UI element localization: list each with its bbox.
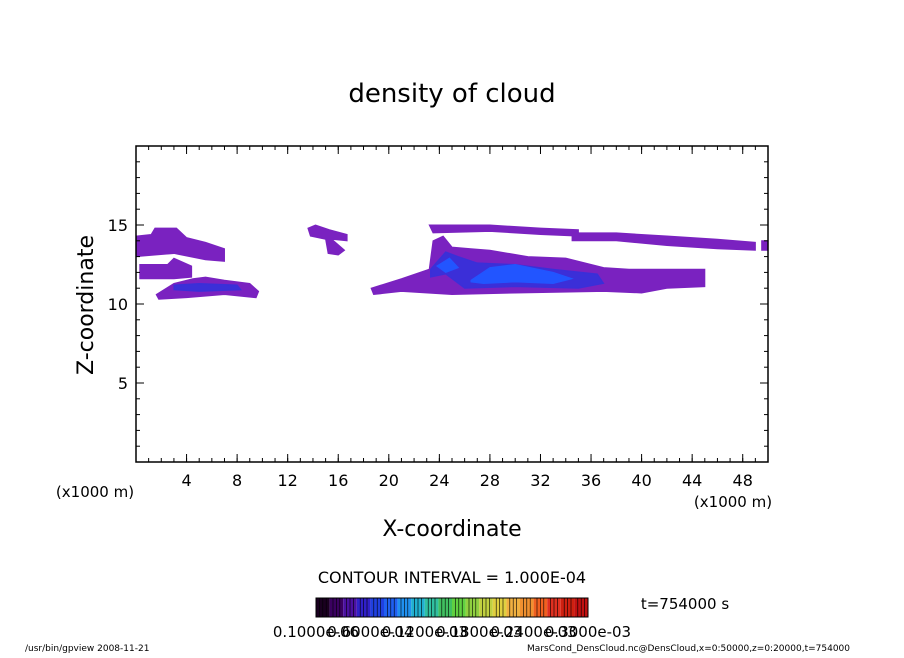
contour-patch — [307, 224, 348, 256]
colorbar-label: 0.2400e-03 — [490, 623, 576, 641]
chart-title: density of cloud — [348, 79, 555, 109]
y-tick-label: 10 — [108, 295, 128, 314]
y-tick-label: 5 — [118, 374, 128, 393]
contour-patch — [571, 232, 756, 251]
x-tick-label: 8 — [232, 471, 242, 490]
contour-patch — [470, 263, 574, 284]
contour-patch — [435, 257, 460, 273]
time-label: t=754000 s — [641, 595, 729, 613]
footer-right: MarsCond_DensCloud.nc@DensCloud,x=0:5000… — [527, 644, 850, 654]
colorbar-label: 0.1800e-03 — [436, 623, 522, 641]
x-tick-label: 36 — [581, 471, 601, 490]
colorbar-label: 0.6000e-04 — [327, 623, 413, 641]
x-axis-label: X-coordinate — [382, 517, 521, 542]
contour-patch — [135, 227, 225, 262]
x-tick-label: 28 — [480, 471, 500, 490]
colorbar-label: 0.1000e-06 — [273, 623, 359, 641]
contour-interval: CONTOUR INTERVAL = 1.000E-04 — [318, 568, 586, 587]
x-tick-label: 16 — [328, 471, 348, 490]
colorbar-frame — [315, 597, 589, 618]
x-tick-label: 32 — [530, 471, 550, 490]
y-tick-label: 15 — [108, 216, 128, 235]
x-unit-label: (x1000 m) — [694, 493, 772, 511]
x-tick-label: 40 — [631, 471, 651, 490]
patches — [135, 224, 769, 300]
x-tick-label: 48 — [733, 471, 753, 490]
colorbar-label: 0.3000e-03 — [545, 623, 631, 641]
y-axis-label: Z-coordinate — [74, 235, 99, 375]
x-unit-label: (x1000 m) — [56, 483, 134, 501]
contour-patch — [139, 257, 193, 280]
contour-patch — [173, 282, 242, 292]
contour-patch — [761, 240, 769, 251]
x-tick-label: 4 — [181, 471, 191, 490]
x-tick-label: 12 — [278, 471, 298, 490]
x-tick-label: 20 — [379, 471, 399, 490]
colorbar-label: 0.1200e-03 — [382, 623, 468, 641]
footer-left: /usr/bin/gpview 2008-11-21 — [25, 644, 149, 654]
x-tick-label: 24 — [429, 471, 449, 490]
x-tick-label: 44 — [682, 471, 702, 490]
